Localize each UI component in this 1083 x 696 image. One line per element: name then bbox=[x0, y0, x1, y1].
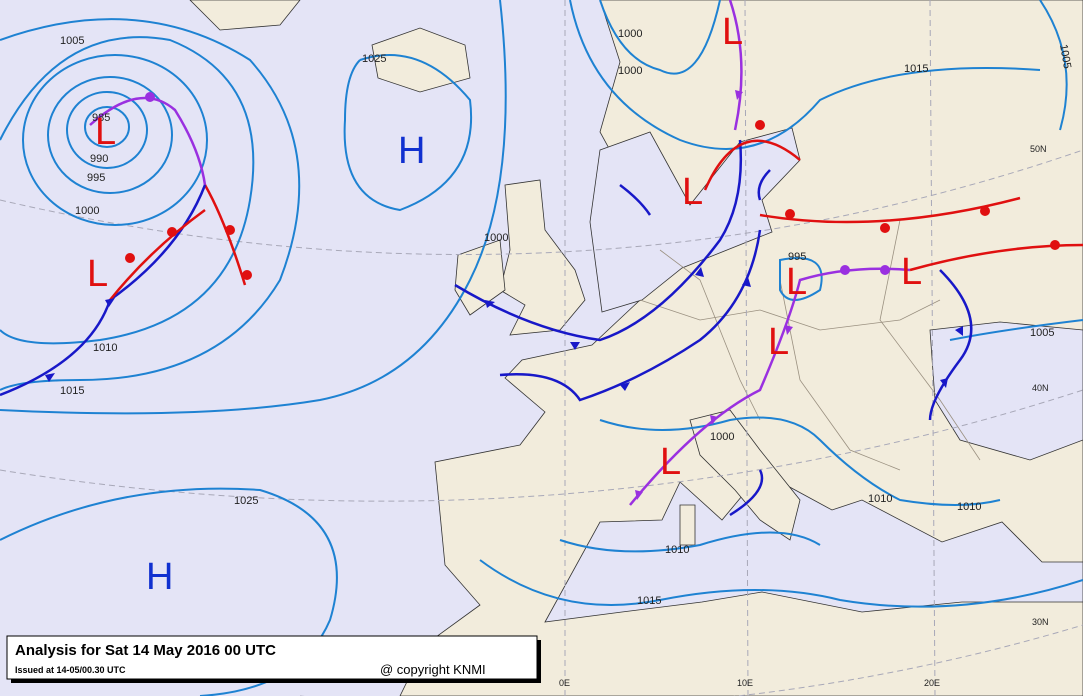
isobar-label: 1000 bbox=[618, 28, 642, 40]
isobar-label: 1005 bbox=[60, 35, 84, 47]
isobar-label: 1010 bbox=[93, 342, 117, 354]
lat-label: 30N bbox=[1032, 617, 1049, 627]
high-center: H bbox=[398, 130, 425, 172]
isobar-label: 1010 bbox=[868, 493, 892, 505]
isobar-label: 1025 bbox=[234, 495, 258, 507]
isobar-labels: 1005 1025 985 990 995 1000 1010 1015 100… bbox=[60, 28, 1073, 607]
isobar-label: 1000 bbox=[618, 65, 642, 77]
isobar-label: 1010 bbox=[665, 544, 689, 556]
low-center: L bbox=[95, 111, 116, 153]
lon-label: 0E bbox=[559, 678, 570, 688]
isobar-label: 1025 bbox=[362, 53, 386, 65]
lon-label: 10E bbox=[737, 678, 753, 688]
low-center: L bbox=[768, 321, 789, 363]
high-center: H bbox=[146, 556, 173, 598]
low-center: L bbox=[722, 11, 743, 53]
lat-label: 50N bbox=[1030, 144, 1047, 154]
front-symbols bbox=[45, 267, 963, 391]
italy bbox=[679, 409, 801, 546]
lon-label: 20E bbox=[924, 678, 940, 688]
lat-label: 40N bbox=[1032, 383, 1049, 393]
isobar-label: 1000 bbox=[484, 232, 508, 244]
isobar-label: 1015 bbox=[637, 595, 661, 607]
low-center: L bbox=[87, 253, 108, 295]
low-center: L bbox=[660, 441, 681, 483]
isobar-label: 1015 bbox=[904, 63, 928, 75]
copyright: @ copyright KNMI bbox=[380, 662, 486, 677]
isobar-label: 985 bbox=[92, 112, 110, 124]
isobar-label: 1000 bbox=[75, 205, 99, 217]
graticule-labels: 50N 40N 30N 0E 10E 20E bbox=[559, 144, 1049, 688]
footer-box: Analysis for Sat 14 May 2016 00 UTC Issu… bbox=[6, 635, 541, 683]
front-symbols-warm bbox=[125, 120, 1060, 280]
low-center: L bbox=[901, 251, 922, 293]
low-center: L bbox=[786, 261, 807, 303]
map-title: Analysis for Sat 14 May 2016 00 UTC bbox=[15, 642, 276, 659]
isobar-label: 995 bbox=[788, 251, 806, 263]
land bbox=[189, 0, 1083, 696]
isobar-label: 995 bbox=[87, 172, 105, 184]
isobar-label: 1010 bbox=[957, 501, 981, 513]
issued-time: Issued at 14-05/00.30 UTC bbox=[15, 665, 126, 675]
isobar-label: 1000 bbox=[710, 431, 734, 443]
isobar-label: 1005 bbox=[1030, 327, 1054, 339]
low-center: L bbox=[682, 171, 703, 213]
front-symbols-occluded bbox=[145, 90, 890, 500]
pressure-centers: H L L L L L L L L H bbox=[87, 11, 922, 598]
isobar-label: 990 bbox=[90, 153, 108, 165]
isobar-label: 1005 bbox=[1057, 43, 1073, 69]
inland-seas bbox=[544, 127, 1083, 623]
isobar-label: 1015 bbox=[60, 385, 84, 397]
